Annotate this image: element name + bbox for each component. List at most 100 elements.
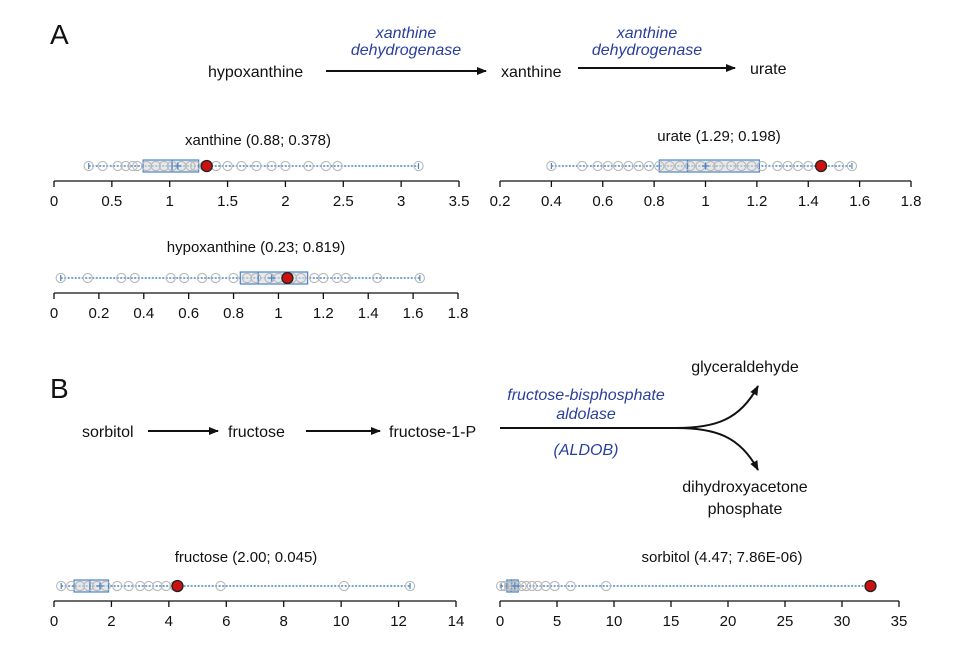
tick-label: 15: [663, 613, 680, 630]
data-point: [654, 160, 665, 172]
data-point: [664, 160, 675, 172]
tick-label: 0.2: [490, 193, 511, 210]
node-xanthine: xanthine: [501, 64, 562, 81]
enzyme-aldolase-line1: fructose-bisphosphate: [507, 387, 665, 404]
tick-label: 3: [397, 193, 405, 210]
tick-label: 1.2: [746, 193, 767, 210]
data-point: [577, 160, 588, 172]
data-point: [97, 160, 108, 172]
product-dhap-line2: phosphate: [708, 501, 783, 518]
data-point: [127, 160, 138, 172]
plot-title-hypoxanthine: hypoxanthine (0.23; 0.819): [167, 239, 345, 256]
data-point: [251, 160, 262, 172]
tick-label: 10: [606, 613, 623, 630]
product-dhap-line1: dihydroxyacetone: [682, 479, 808, 496]
data-point: [120, 160, 131, 172]
product-glyceraldehyde: glyceraldehyde: [691, 359, 799, 376]
data-point: [782, 160, 793, 172]
data-point: [549, 580, 560, 592]
data-point: [150, 160, 161, 172]
data-point: [338, 580, 350, 592]
data-point: [112, 580, 123, 592]
node-fructose-1-p: fructose-1-P: [389, 424, 476, 441]
tick-label: 0.4: [541, 193, 562, 210]
data-point: [56, 580, 67, 592]
data-point: [160, 580, 172, 592]
tick-label: 12: [390, 613, 407, 630]
data-point: [280, 160, 291, 172]
tick-label: 10: [333, 613, 350, 630]
data-point: [713, 160, 724, 172]
pathway-a: hypoxanthine xanthine dehydrogenase xant…: [208, 25, 787, 81]
enzyme-2-line1: xanthine: [616, 25, 678, 42]
tick-label: 0.5: [101, 193, 122, 210]
data-point: [340, 272, 351, 284]
tick-label: 1.5: [217, 193, 238, 210]
data-point: [499, 580, 510, 592]
data-point: [602, 160, 614, 172]
data-point: [404, 580, 416, 592]
enzyme-2-line2: dehydrogenase: [592, 42, 702, 59]
data-point: [674, 160, 685, 172]
data-point: [210, 272, 221, 284]
data-point: [833, 160, 845, 172]
highlight-point: [171, 579, 184, 593]
tick-label: 0.6: [178, 305, 199, 322]
data-point: [112, 160, 123, 172]
data-point: [413, 160, 424, 172]
data-point: [332, 160, 343, 172]
enzyme-aldolase-line3: (ALDOB): [554, 442, 619, 459]
enzyme-1-line2: dehydrogenase: [351, 42, 461, 59]
data-point: [736, 160, 747, 172]
tick-label: 1.6: [403, 305, 424, 322]
tick-label: 1.8: [448, 305, 469, 322]
plot-fructose: fructose (2.00; 0.045) 0 2 4 6 8 10 12 14: [50, 549, 465, 630]
panel-label-b: B: [50, 373, 69, 404]
data-point: [158, 160, 170, 172]
tick-label: 25: [777, 613, 794, 630]
node-sorbitol: sorbitol: [82, 424, 134, 441]
enzyme-1-line1: xanthine: [375, 25, 437, 42]
tick-label: 1: [701, 193, 709, 210]
plot-title-xanthine: xanthine (0.88; 0.378): [185, 132, 331, 149]
data-point: [792, 160, 804, 172]
data-point: [331, 272, 342, 284]
tick-label: 3.5: [449, 193, 470, 210]
data-point: [143, 580, 154, 592]
arrow-to-dihydroxyacetone-phosphate: [675, 427, 759, 471]
tick-label: 2: [281, 193, 289, 210]
tick-label: 0.4: [133, 305, 154, 322]
data-point: [521, 580, 532, 592]
data-point: [532, 580, 543, 592]
tick-label: 6: [222, 613, 230, 630]
tick-label: 1.4: [358, 305, 379, 322]
data-point: [495, 580, 507, 592]
tick-label: 0.2: [88, 305, 109, 322]
tick-label: 1.8: [901, 193, 922, 210]
data-point: [565, 580, 576, 592]
data-point: [726, 160, 737, 172]
data-point: [250, 272, 262, 284]
highlight-point: [864, 579, 877, 593]
data-point: [372, 272, 383, 284]
tick-label: 0.6: [592, 193, 613, 210]
tick-label: 0: [50, 193, 58, 210]
data-point: [222, 160, 233, 172]
node-fructose: fructose: [228, 424, 285, 441]
tick-label: 5: [553, 613, 561, 630]
data-point: [600, 580, 612, 592]
tick-label: 4: [165, 613, 173, 630]
enzyme-aldolase-line2: aldolase: [556, 406, 616, 423]
data-point: [623, 160, 634, 172]
data-point: [803, 160, 814, 172]
data-point: [129, 272, 140, 284]
highlight-point: [281, 271, 294, 285]
data-point: [613, 160, 624, 172]
tick-label: 2: [107, 613, 115, 630]
data-point: [196, 272, 208, 284]
highlight-point: [200, 159, 213, 173]
data-point: [82, 272, 93, 284]
arrow-to-glyceraldehyde: [675, 385, 759, 429]
node-urate: urate: [750, 61, 787, 78]
node-hypoxanthine: hypoxanthine: [208, 64, 303, 81]
